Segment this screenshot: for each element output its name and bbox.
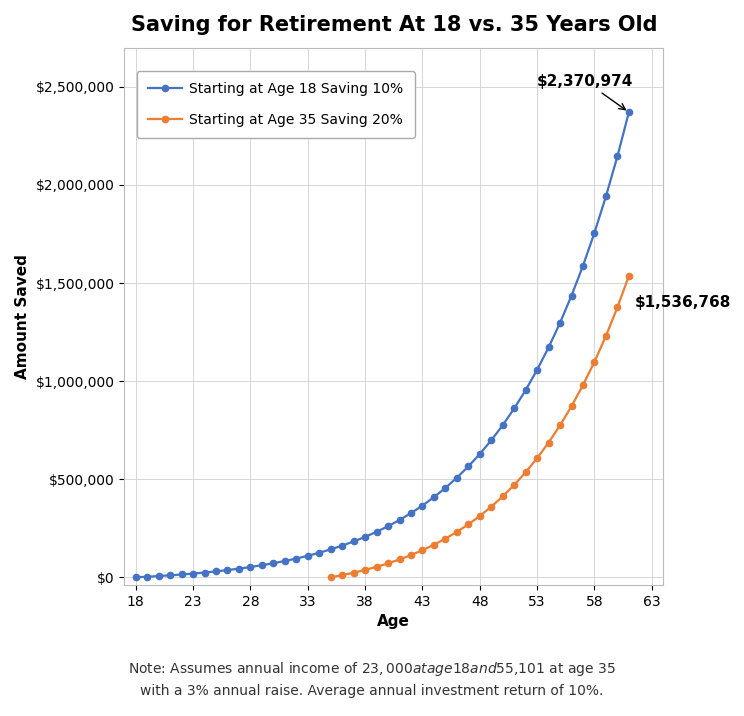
- Starting at Age 18 Saving 10%: [131, 573, 140, 581]
- Starting at Age 18 Saving 10%: [533, 365, 542, 374]
- Starting at Age 18 Saving 10%: [234, 564, 243, 573]
- Starting at Age 35 Saving 20%: [372, 563, 381, 571]
- Starting at Age 35 Saving 20%: [624, 271, 633, 280]
- Starting at Age 35 Saving 20%: [441, 534, 450, 543]
- Starting at Age 35 Saving 20%: [361, 566, 370, 574]
- Starting at Age 35 Saving 20%: [579, 381, 588, 390]
- Starting at Age 35 Saving 20%: [429, 541, 438, 549]
- Starting at Age 18 Saving 10%: [361, 533, 370, 541]
- Starting at Age 18 Saving 10%: [452, 473, 461, 482]
- Starting at Age 18 Saving 10%: [304, 551, 312, 560]
- Starting at Age 18 Saving 10%: [406, 509, 415, 518]
- Starting at Age 18 Saving 10%: [372, 528, 381, 536]
- Starting at Age 18 Saving 10%: [464, 462, 472, 470]
- Starting at Age 18 Saving 10%: [613, 152, 622, 160]
- X-axis label: Age: Age: [377, 614, 410, 629]
- Starting at Age 18 Saving 10%: [556, 319, 565, 327]
- Starting at Age 35 Saving 20%: [464, 520, 472, 528]
- Starting at Age 35 Saving 20%: [533, 454, 542, 463]
- Starting at Age 18 Saving 10%: [579, 261, 588, 270]
- Starting at Age 18 Saving 10%: [567, 291, 576, 300]
- Starting at Age 35 Saving 20%: [452, 528, 461, 536]
- Starting at Age 35 Saving 20%: [395, 555, 404, 563]
- Starting at Age 18 Saving 10%: [544, 343, 553, 352]
- Y-axis label: Amount Saved: Amount Saved: [15, 254, 30, 379]
- Starting at Age 35 Saving 20%: [349, 569, 358, 577]
- Starting at Age 18 Saving 10%: [280, 557, 289, 566]
- Starting at Age 35 Saving 20%: [567, 402, 576, 410]
- Starting at Age 18 Saving 10%: [601, 192, 610, 200]
- Text: $2,370,974: $2,370,974: [537, 74, 633, 110]
- Line: Starting at Age 35 Saving 20%: Starting at Age 35 Saving 20%: [327, 273, 632, 581]
- Starting at Age 35 Saving 20%: [510, 480, 519, 489]
- Starting at Age 18 Saving 10%: [590, 228, 599, 237]
- Starting at Age 18 Saving 10%: [211, 567, 220, 576]
- Starting at Age 18 Saving 10%: [200, 569, 209, 577]
- Text: Note: Assumes annual income of $23,000 at age 18 and $55,101 at age 35
with a 3%: Note: Assumes annual income of $23,000 a…: [128, 659, 616, 698]
- Starting at Age 18 Saving 10%: [189, 569, 198, 578]
- Starting at Age 18 Saving 10%: [624, 108, 633, 117]
- Starting at Age 18 Saving 10%: [429, 493, 438, 501]
- Starting at Age 35 Saving 20%: [601, 332, 610, 340]
- Starting at Age 35 Saving 20%: [338, 571, 347, 579]
- Starting at Age 18 Saving 10%: [257, 561, 266, 569]
- Starting at Age 35 Saving 20%: [544, 438, 553, 447]
- Starting at Age 35 Saving 20%: [406, 551, 415, 559]
- Starting at Age 35 Saving 20%: [327, 573, 336, 581]
- Starting at Age 35 Saving 20%: [475, 512, 484, 521]
- Starting at Age 18 Saving 10%: [522, 386, 530, 395]
- Starting at Age 18 Saving 10%: [487, 436, 496, 445]
- Starting at Age 18 Saving 10%: [166, 571, 175, 580]
- Starting at Age 18 Saving 10%: [384, 522, 393, 531]
- Starting at Age 18 Saving 10%: [154, 572, 163, 581]
- Starting at Age 18 Saving 10%: [269, 559, 278, 568]
- Starting at Age 35 Saving 20%: [590, 357, 599, 366]
- Starting at Age 18 Saving 10%: [441, 483, 450, 492]
- Text: $1,536,768: $1,536,768: [635, 296, 731, 311]
- Starting at Age 18 Saving 10%: [510, 404, 519, 412]
- Starting at Age 18 Saving 10%: [223, 566, 232, 574]
- Starting at Age 18 Saving 10%: [315, 548, 324, 557]
- Starting at Age 35 Saving 20%: [384, 559, 393, 568]
- Starting at Age 35 Saving 20%: [556, 421, 565, 430]
- Starting at Age 18 Saving 10%: [338, 541, 347, 550]
- Starting at Age 18 Saving 10%: [395, 516, 404, 524]
- Starting at Age 35 Saving 20%: [613, 303, 622, 311]
- Starting at Age 18 Saving 10%: [177, 570, 186, 579]
- Starting at Age 35 Saving 20%: [487, 503, 496, 511]
- Starting at Age 18 Saving 10%: [418, 501, 427, 510]
- Line: Starting at Age 18 Saving 10%: Starting at Age 18 Saving 10%: [132, 109, 632, 581]
- Starting at Age 35 Saving 20%: [498, 492, 507, 500]
- Starting at Age 18 Saving 10%: [292, 554, 301, 563]
- Starting at Age 35 Saving 20%: [522, 468, 530, 477]
- Starting at Age 18 Saving 10%: [349, 537, 358, 546]
- Starting at Age 18 Saving 10%: [498, 421, 507, 430]
- Starting at Age 18 Saving 10%: [143, 572, 152, 581]
- Starting at Age 18 Saving 10%: [327, 545, 336, 553]
- Title: Saving for Retirement At 18 vs. 35 Years Old: Saving for Retirement At 18 vs. 35 Years…: [130, 15, 657, 35]
- Starting at Age 35 Saving 20%: [418, 546, 427, 554]
- Starting at Age 18 Saving 10%: [246, 563, 255, 571]
- Starting at Age 18 Saving 10%: [475, 450, 484, 458]
- Legend: Starting at Age 18 Saving 10%, Starting at Age 35 Saving 20%: Starting at Age 18 Saving 10%, Starting …: [137, 71, 414, 137]
